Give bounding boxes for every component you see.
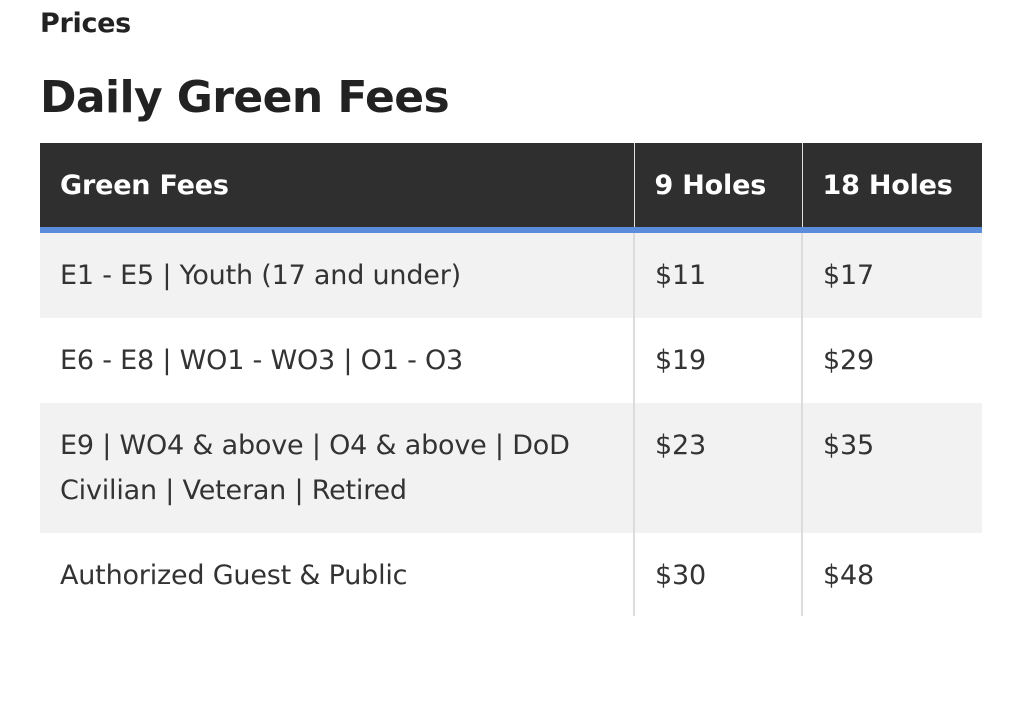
table-row: E9 | WO4 & above | O4 & above | DoD Civi… (40, 403, 982, 533)
column-header-18-holes: 18 Holes (801, 143, 982, 233)
table-row: Authorized Guest & Public $30 $48 (40, 533, 982, 616)
price-18-holes-cell: $35 (801, 403, 982, 533)
table-body: E1 - E5 | Youth (17 and under) $11 $17 E… (40, 230, 982, 616)
fee-category-cell: E6 - E8 | WO1 - WO3 | O1 - O3 (40, 318, 634, 403)
table-row: E1 - E5 | Youth (17 and under) $11 $17 (40, 230, 982, 318)
price-18-holes-cell: $48 (801, 533, 982, 616)
green-fees-table: Green Fees 9 Holes 18 Holes E1 - E5 | Yo… (40, 143, 982, 616)
fee-category-cell: Authorized Guest & Public (40, 533, 634, 616)
header-row: Green Fees 9 Holes 18 Holes (40, 143, 982, 233)
price-18-holes-cell: $29 (801, 318, 982, 403)
table-header: Green Fees 9 Holes 18 Holes (40, 143, 982, 233)
column-header-green-fees: Green Fees (40, 143, 634, 233)
table-row: E6 - E8 | WO1 - WO3 | O1 - O3 $19 $29 (40, 318, 982, 403)
column-header-9-holes: 9 Holes (633, 143, 802, 233)
fee-category-cell: E1 - E5 | Youth (17 and under) (40, 230, 634, 318)
section-label: Prices (40, 8, 131, 39)
price-9-holes-cell: $30 (633, 533, 802, 616)
price-9-holes-cell: $19 (633, 318, 802, 403)
page-title: Daily Green Fees (40, 72, 450, 123)
price-9-holes-cell: $11 (633, 230, 802, 318)
price-18-holes-cell: $17 (801, 230, 982, 318)
fee-category-cell: E9 | WO4 & above | O4 & above | DoD Civi… (40, 403, 634, 533)
price-9-holes-cell: $23 (633, 403, 802, 533)
